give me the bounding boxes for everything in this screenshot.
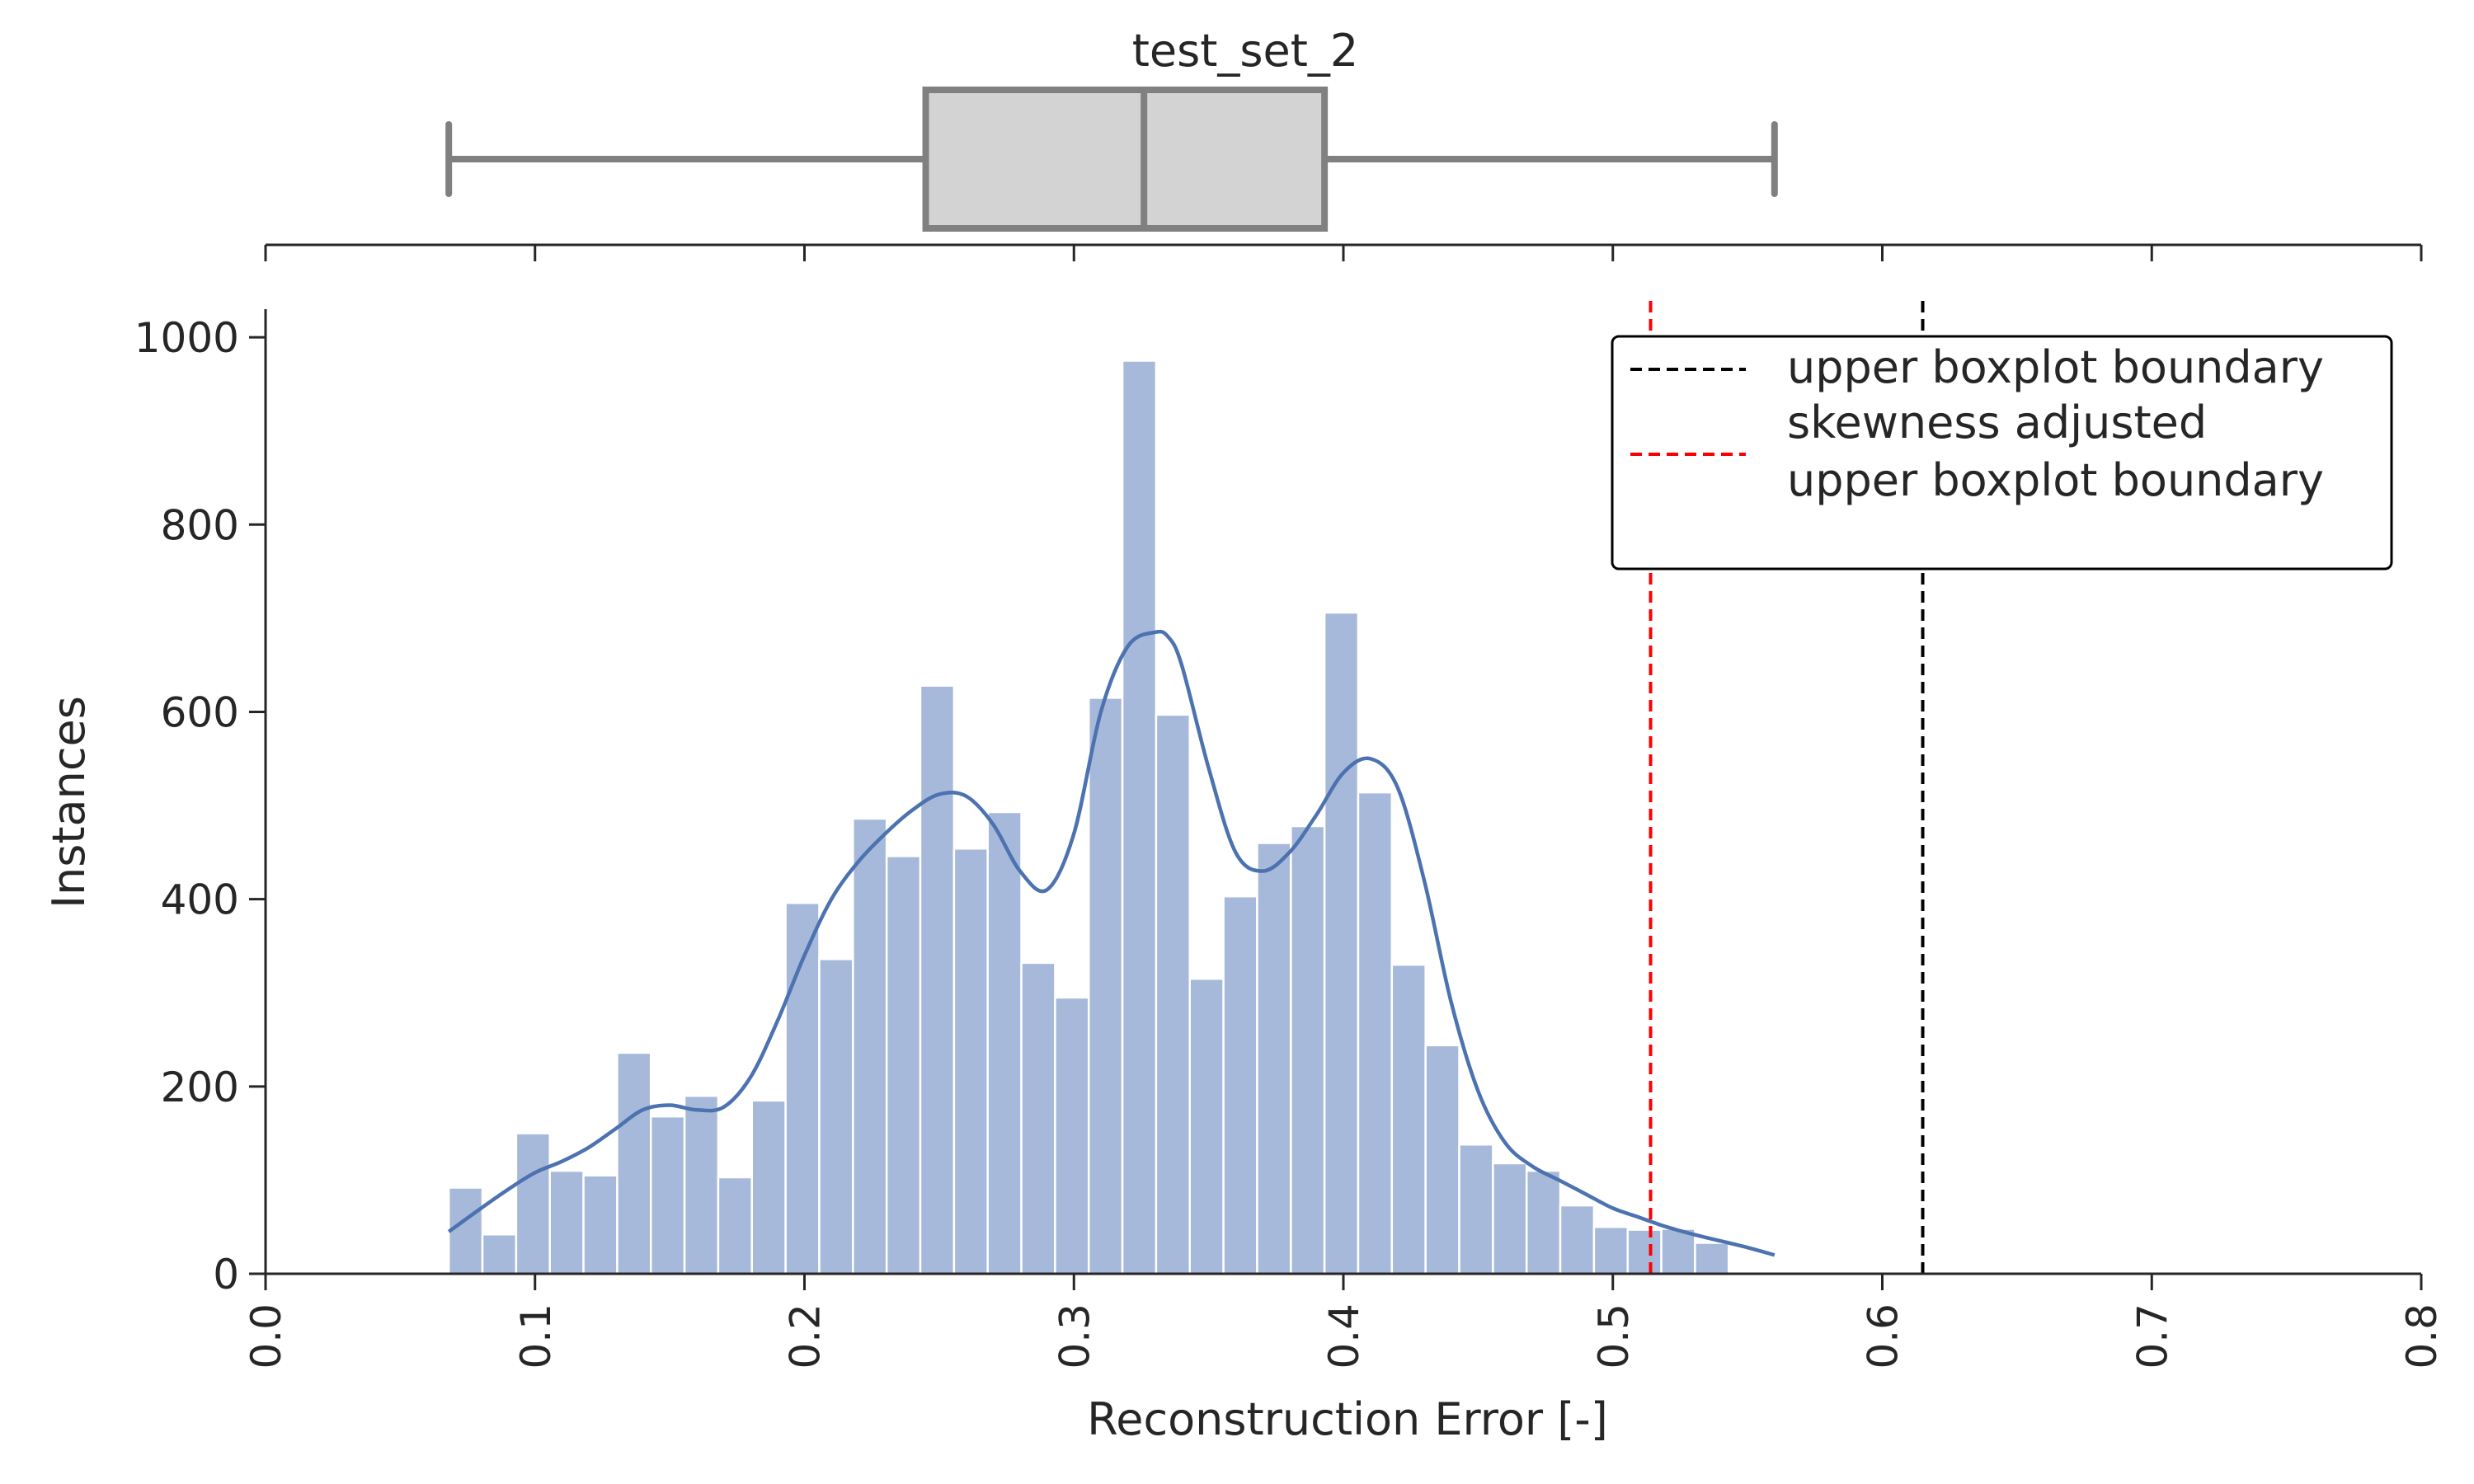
x-tick-label: 0.1 [512, 1303, 560, 1369]
histogram-bar [1054, 996, 1090, 1275]
histogram-bar [952, 848, 989, 1275]
y-tick-label: 600 [161, 688, 239, 736]
histogram-bar [717, 1176, 754, 1275]
y-tick-label: 200 [161, 1064, 239, 1111]
histogram-bar [582, 1174, 618, 1275]
boxplot-title: test_set_2 [1132, 25, 1359, 77]
histogram-panel: 0.0 0.1 0.2 0.3 0.4 0.5 0.6 0.7 0.8 0 200 400 600 80… [43, 301, 2446, 1445]
y-axis: 0 200 400 600 800 1000 [134, 309, 267, 1298]
legend-box [1611, 335, 2393, 571]
histogram-bar [1424, 1044, 1460, 1275]
kde-curve [447, 629, 1776, 1257]
x-tick-label: 0.2 [782, 1303, 830, 1369]
histogram-bar [1155, 713, 1192, 1275]
histogram-bar [919, 684, 956, 1275]
histogram-bar [447, 1186, 484, 1275]
histogram-bar [1188, 977, 1225, 1275]
y-tick-label: 0 [213, 1251, 239, 1298]
histogram-bar [616, 1051, 652, 1275]
histogram-bar [1592, 1225, 1629, 1275]
y-axis-label: Instances [43, 696, 95, 909]
legend-label: upper boxplot boundary [1787, 341, 2324, 393]
histogram-bar [986, 810, 1023, 1275]
histogram-bar [1256, 842, 1292, 1275]
x-tick-label: 0.8 [2398, 1303, 2446, 1369]
x-axis-label: Reconstruction Error [-] [1087, 1393, 1608, 1445]
x-tick-label: 0.0 [242, 1303, 290, 1369]
histogram-bar [1390, 963, 1427, 1275]
histogram-bar [1290, 824, 1326, 1275]
histogram-bar [683, 1094, 720, 1275]
boxplot-x-axis [264, 243, 2423, 261]
histogram-bar [515, 1132, 551, 1275]
x-tick-label: 0.5 [1590, 1303, 1638, 1369]
histogram-bars [447, 359, 1730, 1275]
histogram-bar [852, 817, 888, 1275]
y-tick-label: 1000 [134, 314, 239, 362]
histogram-bar [885, 855, 922, 1275]
boxplot-panel: test_set_2 [264, 25, 2423, 261]
histogram-bar [1357, 791, 1394, 1275]
legend-label: skewness adjusted [1787, 397, 2207, 448]
histogram-bar [650, 1115, 686, 1275]
x-tick-label: 0.7 [2128, 1303, 2176, 1369]
kde-curve-layer [447, 629, 1776, 1257]
histogram-bar [1323, 611, 1360, 1275]
histogram-bar [750, 1099, 787, 1275]
x-tick-label: 0.3 [1051, 1303, 1098, 1369]
histogram-bar [1222, 895, 1258, 1275]
x-axis: 0.0 0.1 0.2 0.3 0.4 0.5 0.6 0.7 0.8 [242, 1272, 2446, 1369]
histogram-bar [1087, 697, 1124, 1275]
y-tick-label: 800 [161, 501, 239, 549]
box-iqr [922, 87, 1329, 232]
histogram-bar [1020, 961, 1056, 1275]
histogram-bar [1660, 1228, 1696, 1275]
histogram-bar [548, 1169, 585, 1275]
histogram-bar [1626, 1228, 1663, 1275]
x-tick-label: 0.4 [1320, 1303, 1368, 1369]
histogram-bar [1121, 359, 1158, 1275]
histogram-bar [1458, 1143, 1494, 1275]
x-tick-label: 0.6 [1860, 1303, 1907, 1369]
boxplot-marks [445, 87, 1778, 232]
histogram-bar [818, 958, 854, 1275]
histogram-bar [1525, 1169, 1562, 1275]
histogram-bar [481, 1233, 518, 1275]
legend-label: upper boxplot boundary [1787, 454, 2324, 506]
histogram-bar [1559, 1204, 1596, 1275]
histogram-bar [1694, 1242, 1730, 1275]
histogram-bar [1492, 1162, 1528, 1275]
y-tick-label: 400 [161, 876, 239, 924]
